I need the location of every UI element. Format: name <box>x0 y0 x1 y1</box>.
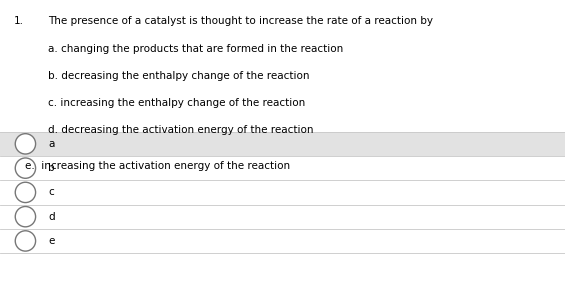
Text: d. decreasing the activation energy of the reaction: d. decreasing the activation energy of t… <box>48 125 314 135</box>
Text: a. changing the products that are formed in the reaction: a. changing the products that are formed… <box>48 44 344 54</box>
Ellipse shape <box>15 158 36 178</box>
Text: e.  increasing the activation energy of the reaction: e. increasing the activation energy of t… <box>25 161 290 171</box>
Text: b. decreasing the enthalpy change of the reaction: b. decreasing the enthalpy change of the… <box>48 71 310 81</box>
Text: c. increasing the enthalpy change of the reaction: c. increasing the enthalpy change of the… <box>48 98 305 108</box>
Text: The presence of a catalyst is thought to increase the rate of a reaction by: The presence of a catalyst is thought to… <box>48 16 433 26</box>
Text: e: e <box>48 236 54 246</box>
Ellipse shape <box>15 207 36 227</box>
Text: b: b <box>48 163 55 173</box>
Text: a: a <box>48 139 54 149</box>
Text: c: c <box>48 187 54 197</box>
Text: d: d <box>48 212 55 222</box>
Ellipse shape <box>15 134 36 154</box>
Ellipse shape <box>15 182 36 202</box>
Ellipse shape <box>15 231 36 251</box>
Bar <box>0 132 565 156</box>
Text: 1.: 1. <box>14 16 24 26</box>
